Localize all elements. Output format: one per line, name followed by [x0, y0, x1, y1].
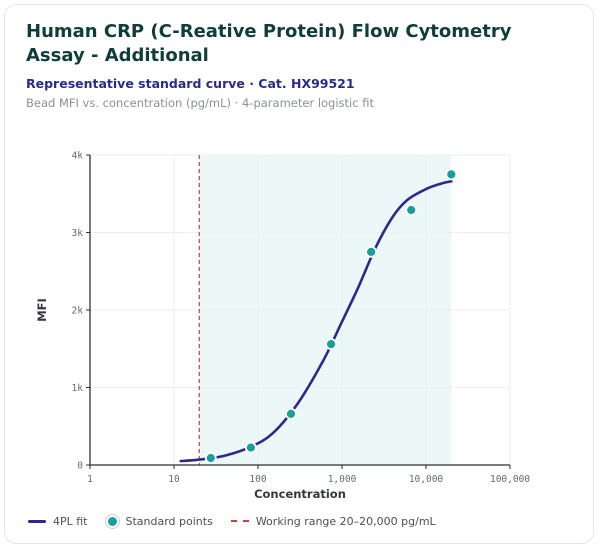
x-tick-label: 10,000 — [409, 474, 444, 485]
standard-point — [325, 338, 337, 351]
legend-item-fit: 4PL fit — [28, 515, 88, 528]
standard-point — [405, 204, 418, 216]
standard-point — [445, 168, 458, 181]
chart-subtitle: Representative standard curve · Cat. HX9… — [26, 76, 355, 91]
standard-point — [365, 245, 378, 258]
legend-swatch-fit — [28, 519, 46, 523]
y-tick-label: 4k — [72, 151, 84, 162]
legend: 4PL fit Standard points Working range 20… — [28, 512, 436, 530]
y-tick-label: 3k — [72, 228, 84, 239]
fit-curve-line — [179, 180, 453, 463]
standard-point — [244, 441, 257, 454]
x-tick-label: 10 — [168, 474, 180, 485]
standard-point — [204, 452, 217, 464]
x-tick-label: 100,000 — [490, 474, 530, 485]
x-tick-label: 1 — [87, 474, 93, 485]
legend-item-range: Working range 20–20,000 pg/mL — [230, 514, 436, 528]
y-axis-title: MFI — [35, 298, 49, 322]
legend-swatch-range — [230, 520, 249, 522]
standard-point — [285, 407, 297, 420]
legend-swatch-points — [105, 514, 119, 528]
y-tick-label: 2k — [72, 306, 84, 317]
legend-label-range: Working range 20–20,000 pg/mL — [255, 514, 436, 528]
x-axis-title: Concentration — [254, 487, 346, 501]
legend-label-fit: 4PL fit — [53, 514, 88, 528]
chart-title: Human CRP (C-Reative Protein) Flow Cytom… — [26, 21, 512, 66]
x-tick-label: 1,000 — [328, 474, 357, 485]
legend-item-points: Standard points — [105, 514, 213, 528]
legend-label-points: Standard points — [125, 514, 213, 528]
x-tick-label: 100 — [249, 474, 266, 485]
chart-note: Bead MFI vs. concentration (pg/mL) · 4-p… — [26, 96, 374, 110]
y-tick-label: 1k — [72, 383, 84, 394]
y-tick-label: 0 — [77, 461, 83, 472]
